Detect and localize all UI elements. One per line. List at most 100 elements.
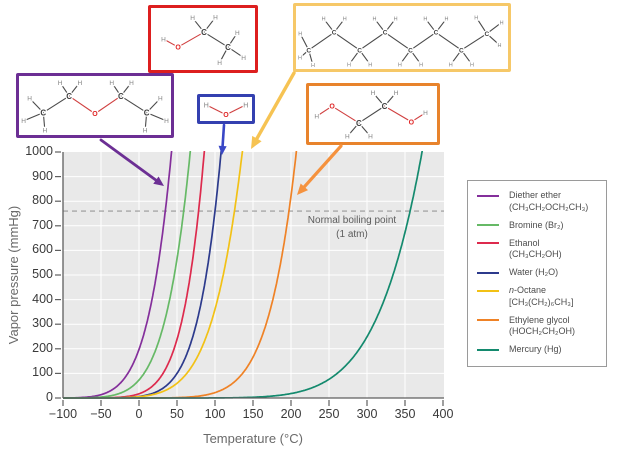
bond — [424, 18, 437, 33]
atom-C: C — [408, 47, 413, 54]
atom-O: O — [223, 112, 229, 119]
bond — [163, 38, 179, 48]
bond — [225, 104, 247, 116]
atom-H: H — [21, 118, 26, 125]
x-tick-label-250: 250 — [318, 407, 340, 421]
bond — [435, 32, 462, 51]
atom-C: C — [434, 30, 439, 37]
atom-H: H — [419, 63, 423, 69]
atom-H: H — [298, 32, 302, 38]
atom-H: H — [368, 134, 373, 141]
bond — [111, 82, 122, 97]
atom-H: H — [109, 80, 114, 87]
bond — [411, 112, 426, 123]
bond — [94, 95, 122, 115]
x-tick-label-400: 400 — [432, 407, 454, 421]
y-tick-label-400: 400 — [32, 291, 53, 306]
atom-H: H — [27, 96, 32, 103]
atom-H: H — [129, 80, 134, 87]
atom-O: O — [175, 45, 181, 52]
bond — [333, 18, 346, 33]
bond — [205, 104, 227, 116]
bond — [144, 112, 148, 131]
atom-C: C — [66, 92, 72, 101]
legend-label-ethanol: Ethanol (CH₃CH₂OH) — [509, 238, 562, 261]
bond — [486, 21, 502, 35]
bond — [42, 112, 46, 131]
bond — [227, 46, 244, 59]
atom-C: C — [118, 92, 124, 101]
bond — [316, 105, 333, 117]
y-tick-label-500: 500 — [32, 267, 53, 281]
atom-H: H — [161, 36, 166, 43]
atom-H: H — [217, 60, 222, 67]
ethylene-glycol-structure: HOCH HCH HOH — [313, 89, 429, 142]
atom-H: H — [158, 96, 163, 103]
atom-H: H — [345, 134, 350, 141]
atom-C: C — [356, 119, 362, 128]
atom-C: C — [459, 47, 464, 54]
legend-swatch-ethanol — [477, 242, 499, 244]
bond — [219, 46, 229, 63]
atom-H: H — [371, 90, 376, 97]
atom-C: C — [382, 102, 388, 111]
atom-H: H — [423, 110, 428, 117]
bond — [384, 32, 411, 51]
legend-swatch-water — [477, 271, 499, 274]
legend-swatch-diethyl-ether — [477, 194, 499, 197]
atom-H: H — [498, 43, 502, 49]
atom-H: H — [449, 63, 453, 69]
atom-H: H — [474, 15, 478, 21]
atom-C: C — [144, 108, 150, 117]
bond — [146, 98, 161, 113]
legend-label-line2: (HOCH₂CH₂OH) — [509, 326, 575, 336]
x-tick-label--100: −100 — [48, 407, 78, 421]
atom-H: H — [368, 63, 372, 69]
legend-label-bromine: Bromine (Br₂) — [509, 220, 564, 232]
normal-boiling-point-line2: (1 atm) — [336, 228, 368, 240]
bond — [384, 92, 397, 107]
bond — [227, 32, 238, 48]
atom-H: H — [58, 80, 63, 87]
legend-label-line1: Ethylene glycol — [509, 314, 570, 325]
bond — [460, 49, 473, 65]
bond — [359, 49, 371, 65]
bond — [410, 32, 437, 51]
bond — [323, 18, 335, 33]
bond — [59, 82, 70, 97]
x-tick-label-100: 100 — [204, 407, 226, 421]
bond — [43, 95, 70, 114]
legend-label-line1: Ethanol — [509, 237, 540, 248]
legend-italic-n: n — [509, 285, 515, 295]
bond — [384, 18, 397, 33]
legend-item-ethanol: Ethanol (CH₃CH₂OH) — [477, 238, 598, 261]
legend-item-mercury: Mercury (Hg) — [477, 344, 598, 356]
atom-H: H — [243, 102, 248, 109]
atom-C: C — [332, 30, 337, 37]
normal-boiling-point-line1: Normal boiling point — [307, 215, 397, 226]
bond — [399, 49, 411, 65]
legend-label-n-octane: n-Octane [CH₃(CH₂)₆CH₃] — [509, 285, 573, 308]
atom-H: H — [347, 63, 351, 69]
atom-H: H — [311, 63, 315, 69]
atom-C: C — [357, 47, 362, 54]
legend-label-line1: Diether ether — [509, 190, 562, 200]
y-tick-label-300: 300 — [32, 316, 53, 331]
bond — [23, 112, 44, 122]
atom-H: H — [42, 128, 47, 135]
bond — [146, 112, 167, 122]
atom-C: C — [225, 43, 231, 52]
y-tick-label-900: 900 — [32, 168, 53, 183]
x-tick-label-200: 200 — [280, 407, 302, 421]
atom-C: C — [484, 31, 489, 38]
bond — [346, 122, 360, 137]
y-tick-label-200: 200 — [32, 340, 53, 355]
atom-H: H — [394, 17, 398, 23]
atom-O: O — [329, 104, 335, 111]
bond — [308, 32, 335, 51]
legend-label-line2: (CH₃CH₂OH) — [509, 249, 562, 259]
atom-H: H — [500, 20, 504, 26]
